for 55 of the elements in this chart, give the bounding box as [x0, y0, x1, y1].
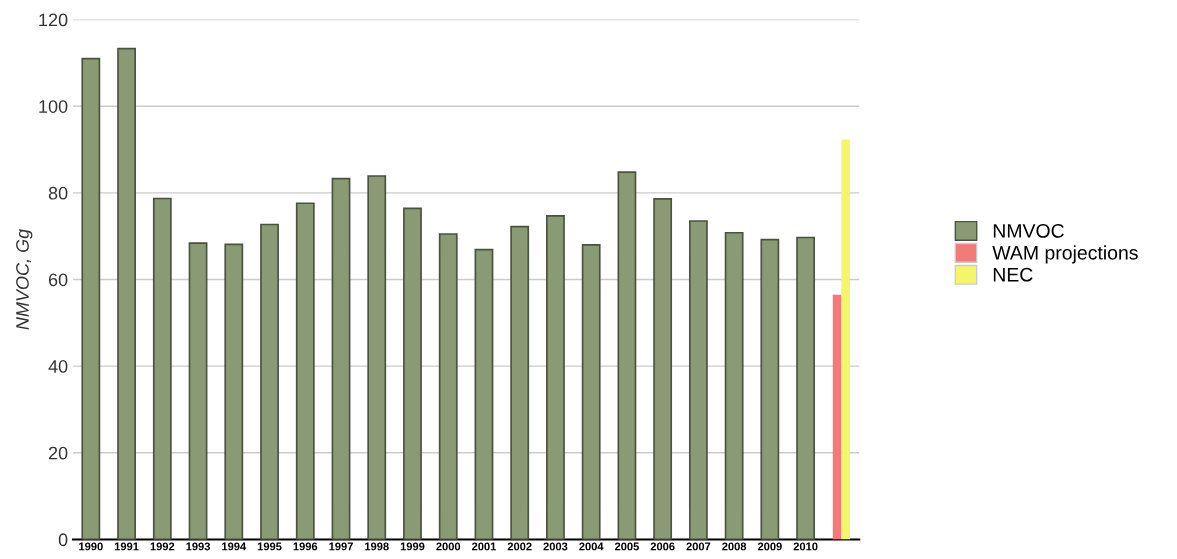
bar — [117, 47, 136, 540]
x-tick-label: 2009 — [757, 542, 782, 551]
bar — [295, 202, 315, 540]
bar — [188, 242, 208, 540]
x-tick-label: 1992 — [150, 542, 175, 551]
y-axis-title: NMVOC, Gg — [16, 229, 33, 330]
bar — [224, 243, 244, 540]
x-tick-label: 1994 — [222, 542, 247, 551]
x-tick-label: 2004 — [579, 542, 604, 551]
x-tick-label: 1999 — [400, 542, 425, 551]
legend-label: WAM projections — [992, 245, 1138, 264]
x-tick-label: 2003 — [543, 542, 568, 551]
x-tick-label: 1997 — [329, 542, 353, 551]
x-tick-label: 2005 — [614, 542, 639, 551]
bar — [510, 225, 530, 540]
legend-label: NMVOC — [993, 223, 1064, 238]
y-tick-label: 20 — [48, 446, 68, 460]
y-tick-label: 120 — [39, 13, 68, 27]
x-tick-label: 1995 — [257, 542, 282, 551]
x-tick-label: 2010 — [793, 542, 818, 551]
y-tick-label: 80 — [48, 186, 68, 200]
bar — [832, 294, 842, 540]
bar — [367, 175, 387, 540]
bar — [260, 223, 279, 540]
bar — [81, 57, 101, 540]
x-tick-label: 1991 — [114, 542, 139, 551]
legend-label: NEC — [993, 267, 1033, 282]
y-tick-label: 100 — [39, 100, 68, 113]
y-tick-label: 0 — [58, 533, 68, 547]
y-tick-label: 40 — [48, 360, 68, 373]
x-tick-label: 1998 — [365, 542, 389, 551]
bar — [331, 177, 351, 540]
bar — [796, 236, 816, 540]
x-tick-label: 2001 — [471, 542, 497, 551]
bar — [581, 244, 601, 540]
bar — [152, 197, 172, 540]
x-tick-label: 2007 — [686, 542, 711, 551]
bar — [841, 139, 850, 540]
y-tick-label: 60 — [48, 273, 68, 287]
x-tick-label: 2000 — [436, 542, 461, 551]
bar — [653, 198, 673, 540]
bar — [688, 220, 708, 540]
bar — [474, 248, 494, 540]
x-tick-label: 1990 — [79, 542, 103, 551]
x-tick-label: 1996 — [293, 542, 318, 551]
x-tick-label: 2006 — [650, 542, 675, 551]
bar — [760, 238, 780, 540]
bar — [724, 231, 744, 540]
bar — [617, 171, 637, 540]
x-tick-label: 1993 — [186, 542, 211, 551]
x-tick-label: 2008 — [722, 542, 747, 551]
x-tick-label: 2002 — [507, 542, 532, 551]
bar — [438, 233, 458, 540]
bar — [403, 207, 422, 540]
bar — [546, 214, 565, 540]
